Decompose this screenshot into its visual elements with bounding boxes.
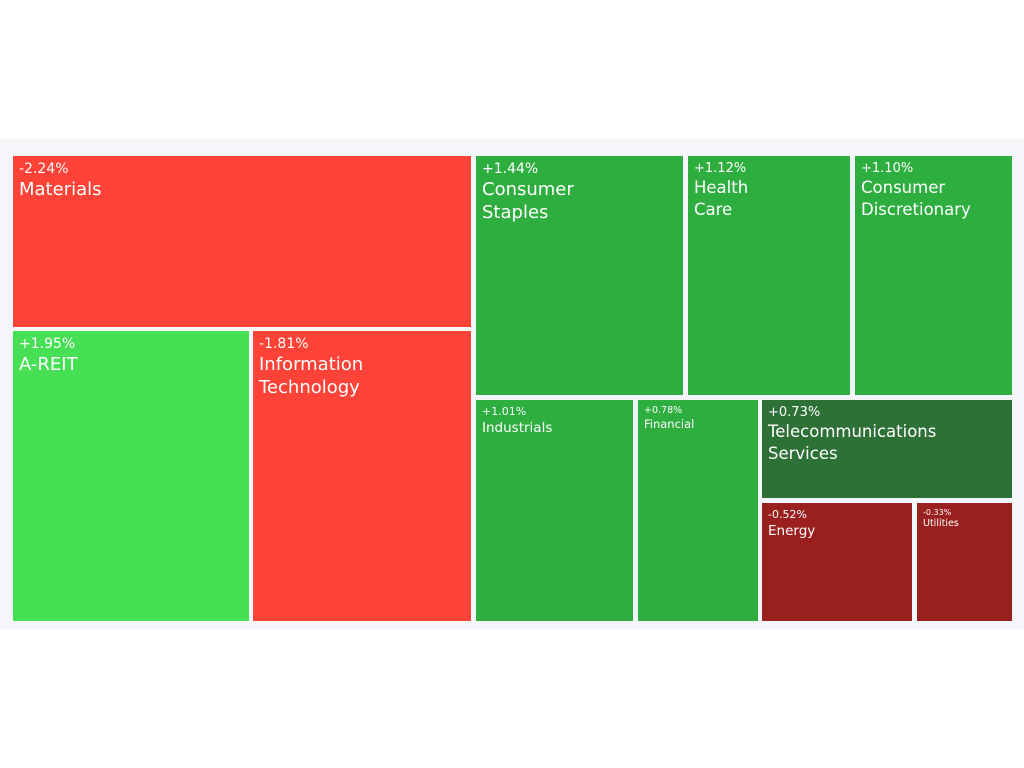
tile-energy-label: Energy [768, 523, 816, 539]
tile-a-reit-change: +1.95% [19, 336, 76, 352]
tile-telecommunications-services-label: Telecommunications Services [768, 422, 937, 463]
tile-financial-change: +0.78% [644, 405, 683, 416]
tile-materials-change: -2.24% [19, 161, 69, 177]
tile-a-reit[interactable]: +1.95% A-REIT [13, 331, 249, 621]
tile-consumer-discretionary[interactable]: +1.10% Consumer Discretionary [855, 156, 1012, 395]
tile-health-care[interactable]: +1.12% Health Care [688, 156, 850, 395]
tile-information-technology-label: Information Technology [259, 354, 364, 398]
tile-information-technology-change: -1.81% [259, 336, 309, 352]
tile-consumer-discretionary-change: +1.10% [861, 161, 914, 176]
tile-a-reit-label: A-REIT [19, 354, 78, 375]
tile-industrials-change: +1.01% [482, 405, 527, 418]
tile-consumer-staples-change: +1.44% [482, 161, 539, 177]
tile-industrials[interactable]: +1.01% Industrials [476, 400, 633, 621]
tile-utilities[interactable]: -0.33% Utilities [917, 503, 1012, 621]
tile-materials-label: Materials [19, 179, 102, 200]
tile-industrials-label: Industrials [482, 420, 553, 436]
tile-consumer-staples-label: Consumer Staples [482, 179, 574, 223]
tile-health-care-change: +1.12% [694, 161, 747, 176]
tile-energy-change: -0.52% [768, 508, 807, 521]
tile-energy[interactable]: -0.52% Energy [762, 503, 912, 621]
tile-utilities-change: -0.33% [923, 508, 952, 517]
tile-consumer-discretionary-label: Consumer Discretionary [861, 178, 971, 219]
tile-telecommunications-services-change: +0.73% [768, 405, 821, 420]
tile-information-technology[interactable]: -1.81% Information Technology [253, 331, 471, 621]
tile-telecommunications-services[interactable]: +0.73% Telecommunications Services [762, 400, 1012, 498]
tile-consumer-staples[interactable]: +1.44% Consumer Staples [476, 156, 683, 395]
tile-health-care-label: Health Care [694, 178, 749, 219]
tile-financial[interactable]: +0.78% Financial [638, 400, 758, 621]
tile-utilities-label: Utilities [923, 518, 959, 529]
tile-materials[interactable]: -2.24% Materials [13, 156, 471, 327]
tile-financial-label: Financial [644, 417, 695, 431]
